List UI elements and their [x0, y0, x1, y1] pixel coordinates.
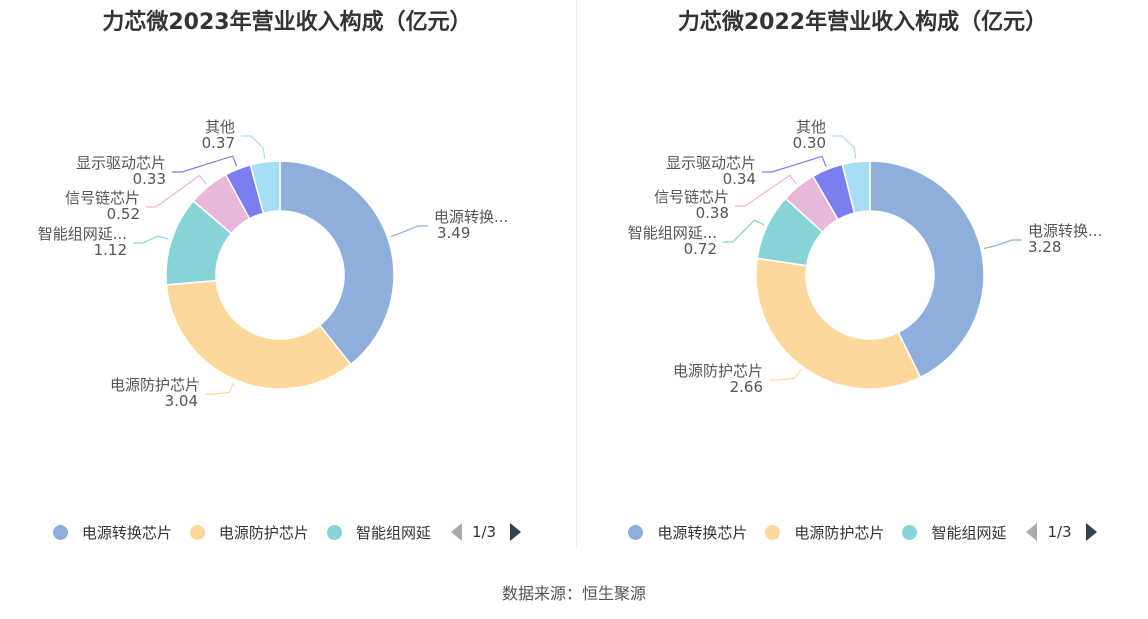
legend-item-smart-networking[interactable]: 智能组网延: [326, 522, 431, 543]
slice-label-power-conversion: 电源转换...: [434, 208, 508, 226]
triangle-left-icon[interactable]: [450, 523, 462, 541]
legend: 电源转换芯片 电源防护芯片 智能组网延 1/3: [577, 518, 1148, 546]
slice-other[interactable]: [841, 160, 871, 214]
slice-power-conversion[interactable]: [869, 160, 985, 379]
slice-label-display-driver: 显示驱动芯片: [666, 154, 756, 172]
legend-item-power-conversion[interactable]: 电源转换芯片: [628, 522, 747, 543]
triangle-right-icon[interactable]: [510, 523, 522, 541]
slice-label-power-conversion: 电源转换...: [1028, 222, 1102, 240]
legend-dot-icon: [765, 524, 781, 540]
slice-power-conversion[interactable]: [279, 160, 395, 366]
legend-label: 智能组网延: [355, 523, 431, 542]
chart-panel-2023: 力芯微2023年营业收入构成（亿元） 电源转换... 3.49 电源防护芯片 3.04…: [0, 0, 574, 560]
legend-item-smart-networking[interactable]: 智能组网延: [902, 522, 1006, 543]
slice-label-signal-chain: 信号链芯片: [654, 188, 729, 206]
slice-value-other: 0.30: [793, 134, 826, 152]
legend-label: 电源防护芯片: [218, 523, 309, 542]
slice-label-signal-chain: 信号链芯片: [65, 189, 140, 207]
slice-label-smart-networking: 智能组网延...: [38, 225, 127, 243]
slice-value-power-protection: 2.66: [730, 378, 763, 396]
donut-chart-2022: 电源转换...3.28电源防护芯片2.66智能组网延...0.72信号链芯片0.…: [628, 118, 1103, 396]
triangle-right-icon[interactable]: [1085, 523, 1097, 541]
slice-power-protection[interactable]: [755, 257, 922, 390]
slice-label-smart-networking: 智能组网延...: [628, 224, 717, 242]
slice-value-smart-networking: 1.12: [94, 241, 127, 259]
slice-label-other: 其他: [796, 118, 826, 136]
legend-item-power-protection[interactable]: 电源防护芯片: [765, 522, 884, 543]
legend-dot-icon: [902, 524, 918, 540]
slice-value-smart-networking: 0.72: [684, 240, 717, 258]
legend-dot-icon: [52, 524, 68, 540]
legend-dot-icon: [326, 524, 342, 540]
slice-other[interactable]: [249, 160, 281, 215]
slice-value-power-conversion: 3.49: [437, 224, 470, 242]
leader-line-power-conversion: [983, 239, 1022, 250]
leader-line-smart-networking: [723, 219, 765, 243]
slice-value-signal-chain: 0.52: [107, 205, 140, 223]
leader-line-display-driver: [172, 155, 238, 173]
donut-chart-2023: 电源转换...3.49电源防护芯片3.04智能组网延...1.12信号链芯片0.…: [38, 118, 509, 410]
legend-item-power-conversion[interactable]: 电源转换芯片: [52, 522, 172, 543]
slice-label-other: 其他: [205, 118, 235, 136]
slice-power-protection[interactable]: [165, 279, 352, 390]
slice-label-display-driver: 显示驱动芯片: [76, 154, 166, 172]
legend-page-indicator: 1/3: [1047, 523, 1072, 541]
chart-panel-2022: 力芯微2022年营业收入构成（亿元） 电源转换... 3.28 电源防护芯片 2.66…: [577, 0, 1148, 560]
triangle-left-icon[interactable]: [1026, 523, 1038, 541]
leader-line-power-protection: [769, 369, 802, 381]
legend-label: 电源转换芯片: [657, 523, 748, 542]
slice-value-power-protection: 3.04: [165, 392, 198, 410]
legend-label: 电源防护芯片: [794, 523, 885, 542]
legend-dot-icon: [628, 524, 644, 540]
slice-value-signal-chain: 0.38: [696, 204, 729, 222]
legend-item-power-protection[interactable]: 电源防护芯片: [189, 522, 309, 543]
legend-label: 智能组网延: [931, 523, 1007, 542]
leader-line-power-protection: [206, 382, 235, 395]
slice-value-display-driver: 0.33: [133, 170, 166, 188]
slice-label-power-protection: 电源防护芯片: [110, 376, 200, 394]
panel-divider: [576, 0, 577, 548]
leader-line-signal-chain: [146, 174, 207, 208]
slice-value-display-driver: 0.34: [723, 170, 756, 188]
leader-line-other: [241, 135, 266, 160]
leader-line-other: [832, 135, 857, 159]
leader-line-power-conversion: [390, 225, 428, 238]
slice-value-other: 0.37: [202, 134, 235, 152]
chart-title: 力芯微2022年营业收入构成（亿元）: [677, 10, 1048, 35]
chart-title: 力芯微2023年营业收入构成（亿元）: [102, 10, 472, 35]
leader-line-smart-networking: [133, 235, 169, 244]
legend-dot-icon: [189, 524, 205, 540]
slice-value-power-conversion: 3.28: [1028, 238, 1061, 256]
data-source: 数据来源：恒生聚源: [501, 584, 646, 603]
slice-label-power-protection: 电源防护芯片: [673, 362, 763, 380]
leader-line-signal-chain: [735, 174, 797, 207]
legend-label: 电源转换芯片: [81, 523, 172, 542]
leader-line-display-driver: [762, 155, 827, 173]
legend-page-indicator: 1/3: [471, 523, 497, 541]
legend: 电源转换芯片 电源防护芯片 智能组网延 1/3: [0, 518, 574, 546]
legend-pager: 1/3: [1026, 523, 1097, 541]
legend-pager: 1/3: [450, 523, 522, 541]
